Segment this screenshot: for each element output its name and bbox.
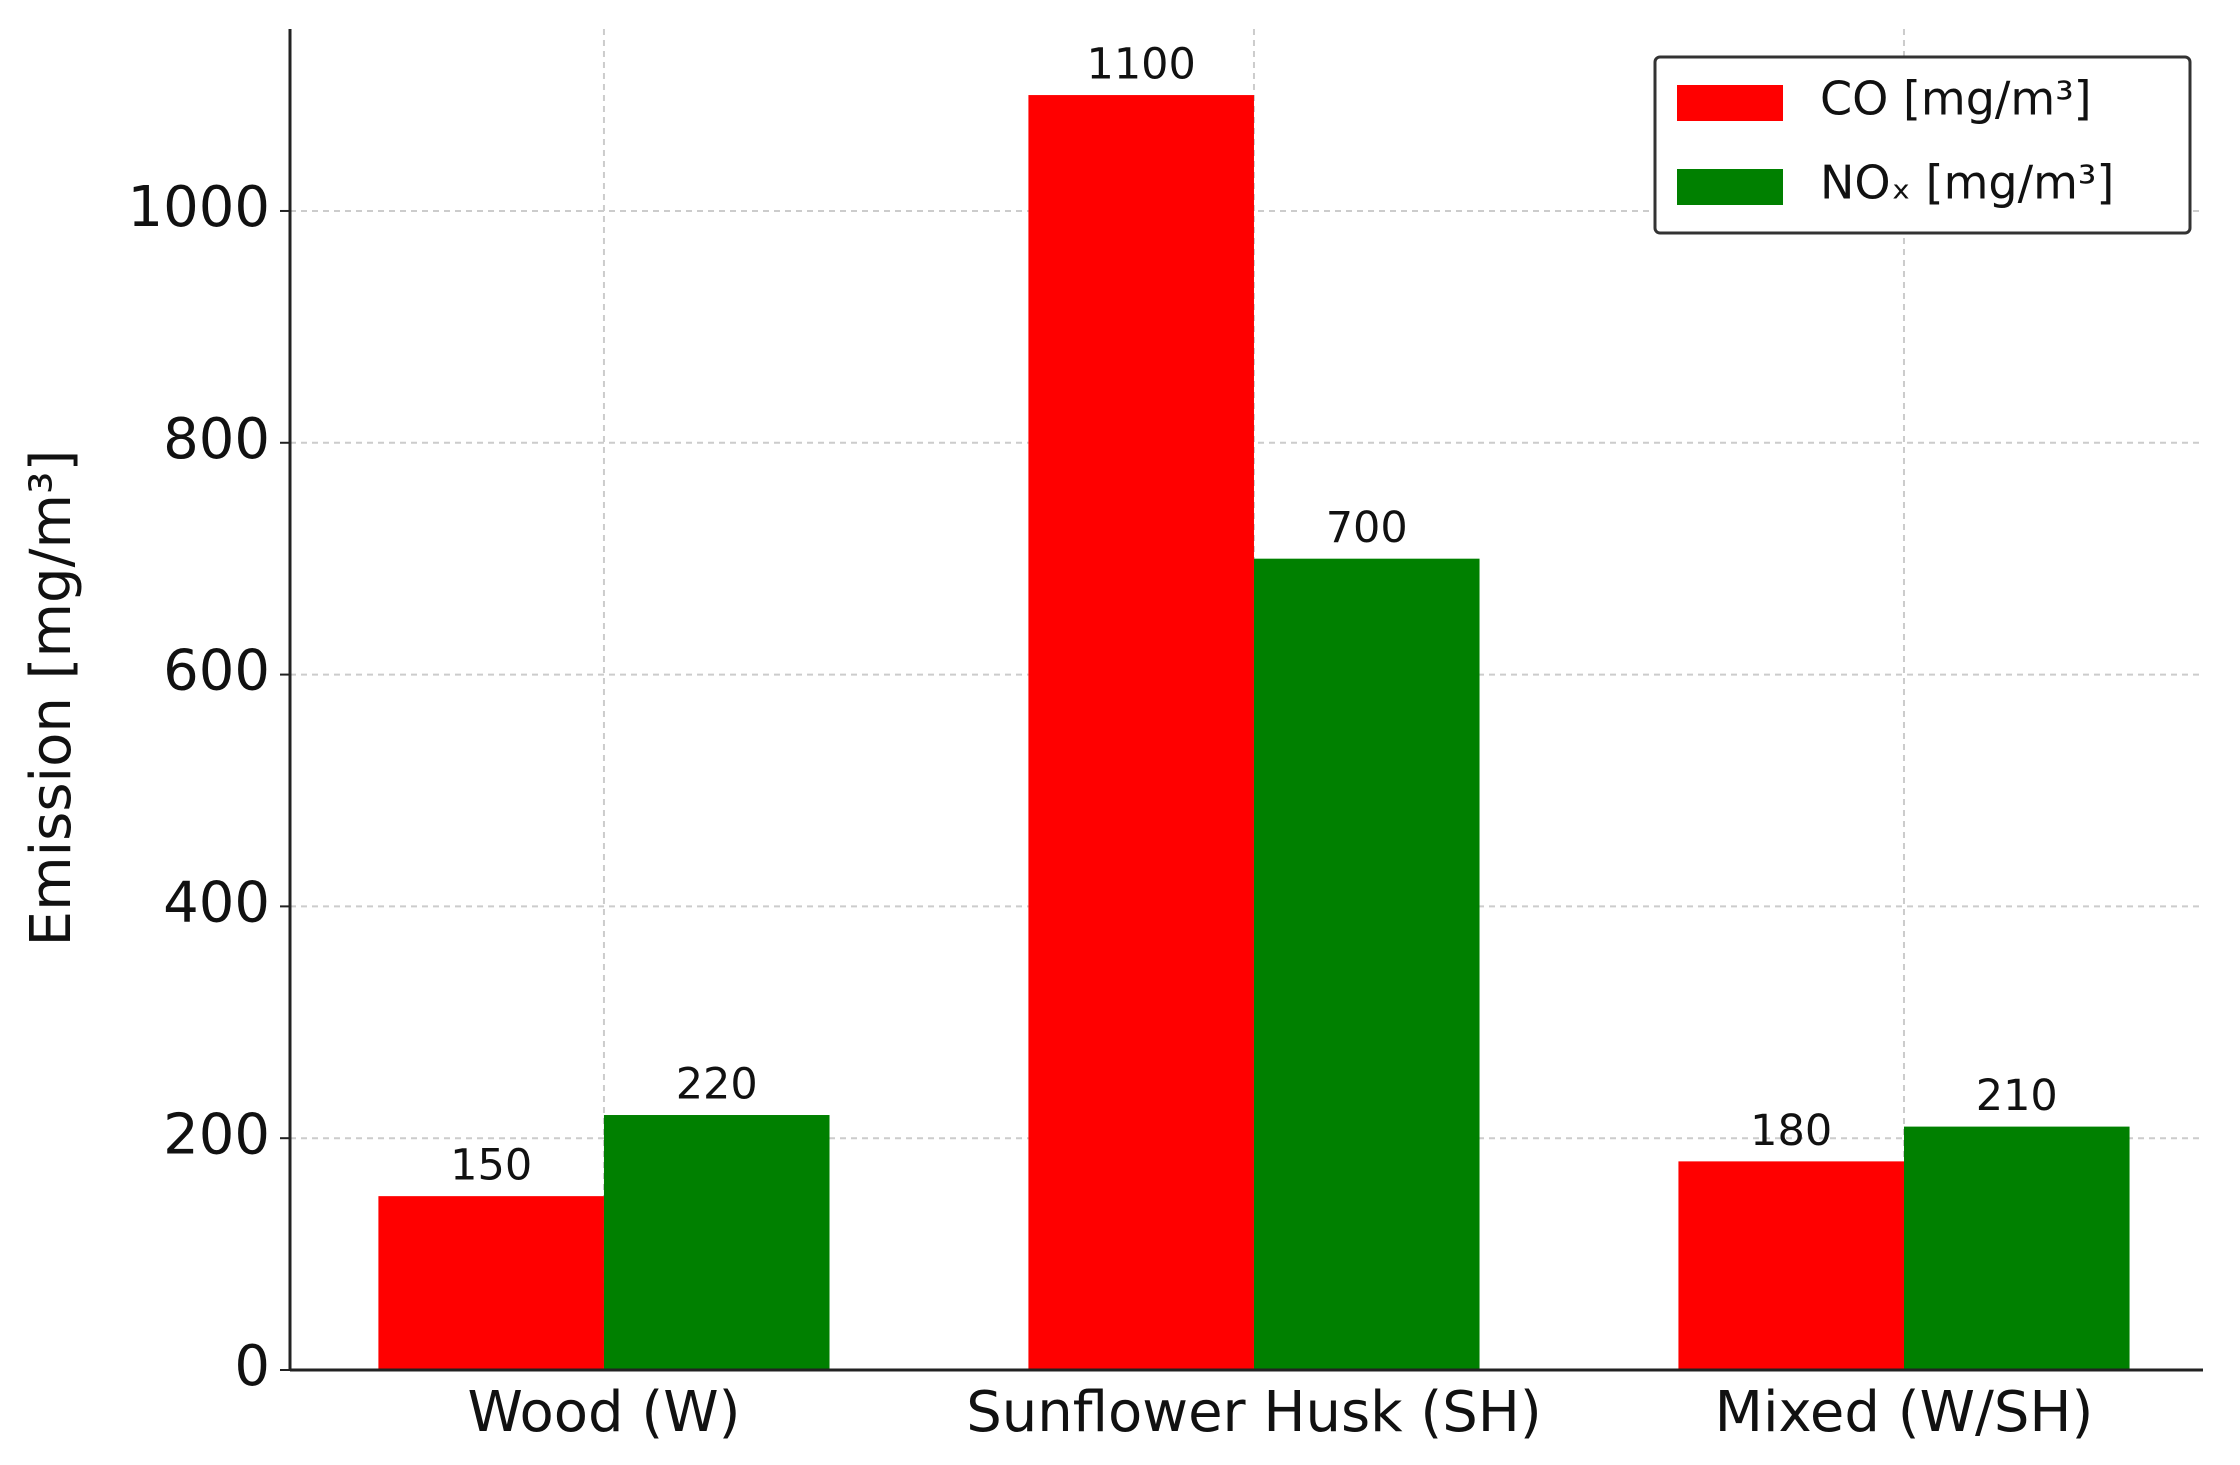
y-axis-label: Emission [mg/m³] [19, 450, 84, 947]
x-tick-label: Sunflower Husk (SH) [966, 1380, 1542, 1445]
bar [378, 1196, 604, 1370]
value-label: 180 [1750, 1106, 1832, 1156]
bar [1028, 95, 1254, 1370]
y-tick-label: 1000 [127, 175, 270, 240]
y-tick-label: 200 [163, 1102, 270, 1167]
value-label: 150 [450, 1141, 532, 1191]
legend-label: CO [mg/m³] [1820, 72, 2092, 126]
bar [1253, 558, 1480, 1370]
bar [1903, 1126, 2130, 1370]
y-tick-label: 800 [163, 407, 270, 472]
legend-box [1653, 55, 2192, 235]
bar [603, 1115, 830, 1370]
x-tick-label: Wood (W) [467, 1380, 740, 1445]
value-label: 220 [676, 1060, 758, 1110]
bar [1678, 1161, 1904, 1370]
legend-swatch [1677, 85, 1783, 121]
value-label: 210 [1976, 1071, 2058, 1121]
value-label: 1100 [1086, 40, 1195, 90]
legend-label: NOₓ [mg/m³] [1820, 156, 2114, 210]
value-label: 700 [1326, 503, 1408, 553]
x-tick-label: Mixed (W/SH) [1715, 1380, 2094, 1445]
y-tick-label: 0 [234, 1334, 270, 1399]
legend-swatch [1677, 169, 1783, 205]
y-tick-label: 600 [163, 639, 270, 704]
y-tick-label: 400 [163, 871, 270, 936]
